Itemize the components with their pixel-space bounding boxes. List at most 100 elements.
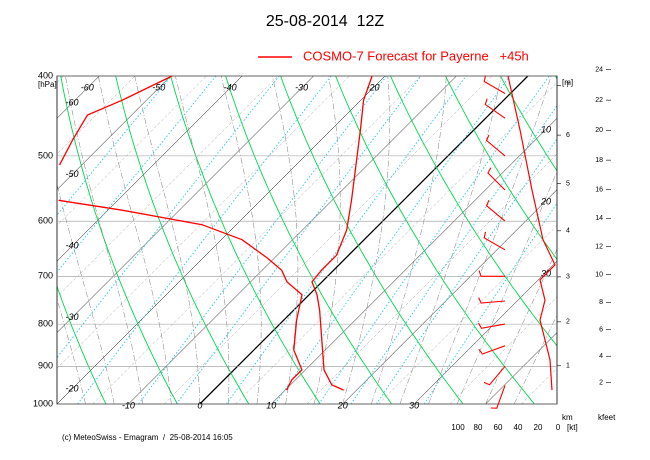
moist-adiabat xyxy=(371,76,447,404)
wind-barb xyxy=(483,365,506,386)
wind-barb xyxy=(478,322,506,329)
km-tick-label: 1 xyxy=(566,363,570,370)
isotherm xyxy=(57,76,314,333)
wind-tick-label: 20 xyxy=(534,423,543,432)
isotherm-label: -40 xyxy=(65,241,78,251)
isotherm xyxy=(199,76,529,404)
y-tick-label: 800 xyxy=(38,318,53,328)
km-unit: [m] xyxy=(562,78,573,87)
wind-barb xyxy=(485,199,506,222)
isotherm xyxy=(235,82,557,404)
background-lines xyxy=(57,76,557,404)
wind-unit: [kt] xyxy=(567,423,578,432)
y-unit: [hPa] xyxy=(38,80,57,89)
moist-adiabat xyxy=(313,76,341,404)
km-tick-label: 7 xyxy=(566,82,570,89)
mixing-ratio-line xyxy=(318,76,550,404)
isotherm xyxy=(57,76,136,155)
x-tick-label: 20 xyxy=(337,400,348,410)
isotherm-label: -30 xyxy=(65,312,78,322)
profile-line xyxy=(311,75,373,391)
y-tick-label: 500 xyxy=(38,150,53,160)
chart-title: 25-08-2014 12Z xyxy=(266,13,385,30)
kft-tick-label: 8 xyxy=(599,299,603,306)
x-tick-label: 10 xyxy=(266,400,276,410)
wind-barb xyxy=(484,98,506,119)
isotherm xyxy=(342,189,557,404)
y-tick-label: 1000 xyxy=(33,398,53,408)
km-tick-label: 6 xyxy=(566,132,570,139)
isotherm-label: -40 xyxy=(224,82,237,92)
wind-tick-label: 0 xyxy=(556,423,561,432)
dry-adiabat xyxy=(60,76,178,404)
wind-barb xyxy=(478,297,506,304)
dry-adiabat xyxy=(445,76,557,261)
isotherm xyxy=(164,76,493,404)
dry-adiabat xyxy=(280,76,464,404)
dry-adiabat xyxy=(499,76,557,172)
kft-tick-label: 14 xyxy=(595,215,603,222)
isotherm xyxy=(449,296,557,404)
moist-adiabat xyxy=(134,76,201,404)
x-tick-label: 30 xyxy=(409,400,419,410)
isotherm xyxy=(57,76,350,369)
isotherm xyxy=(378,225,557,404)
wind-barb xyxy=(485,134,506,157)
wind-barb xyxy=(487,167,506,191)
isotherm xyxy=(57,76,171,191)
mixing-ratio-line xyxy=(376,138,557,404)
mixing-ratio-line xyxy=(57,76,280,359)
dry-adiabat xyxy=(390,76,557,347)
kft-tick-label: 6 xyxy=(599,326,603,333)
isotherm-label: -30 xyxy=(295,82,308,92)
isotherm xyxy=(92,76,421,404)
wind-barb xyxy=(490,385,506,409)
kft-label: kfeet xyxy=(598,413,616,422)
wind-barb xyxy=(483,231,506,251)
dry-adiabat xyxy=(115,76,250,404)
isotherm-label: -60 xyxy=(65,98,78,108)
kft-tick-label: 4 xyxy=(599,353,603,360)
wind-tick-label: 100 xyxy=(451,423,465,432)
legend-label: COSMO-7 Forecast for Payerne +45h xyxy=(303,48,529,63)
isotherm-label: -50 xyxy=(65,169,78,179)
moist-adiabat xyxy=(399,76,502,404)
kft-tick-label: 18 xyxy=(595,157,603,164)
footer: (c) MeteoSwiss - Emagram / 25-08-2014 16… xyxy=(62,433,233,442)
wind-speed-line xyxy=(507,75,556,391)
moist-adiabat xyxy=(220,76,262,404)
km-label: km xyxy=(562,413,573,422)
wind-barb xyxy=(483,75,506,94)
isotherm-label: -20 xyxy=(65,383,78,393)
dry-adiabat xyxy=(57,285,107,404)
km-tick-label: 2 xyxy=(566,319,570,326)
y-tick-label: 700 xyxy=(38,271,53,281)
moist-adiabat xyxy=(98,76,172,404)
moist-adiabat xyxy=(456,170,557,404)
kft-tick-label: 24 xyxy=(595,66,603,73)
moist-adiabat xyxy=(65,76,143,404)
dry-adiabat xyxy=(335,76,535,404)
dry-adiabat xyxy=(225,76,392,404)
isotherm xyxy=(57,76,207,226)
isotherm xyxy=(57,76,278,298)
x-tick-label: -10 xyxy=(122,400,135,410)
km-tick-label: 3 xyxy=(566,274,570,281)
wind-tick-label: 60 xyxy=(494,423,503,432)
kft-tick-label: 10 xyxy=(595,272,603,279)
wind-barb xyxy=(478,345,506,355)
moist-adiabat xyxy=(175,76,230,404)
moist-adiabat xyxy=(272,76,299,404)
moist-adiabat xyxy=(342,76,390,404)
wind-tick-label: 80 xyxy=(474,423,483,432)
kft-tick-label: 2 xyxy=(599,380,603,387)
isotherm-label: -50 xyxy=(152,82,165,92)
moist-adiabat xyxy=(57,183,115,404)
y-tick-label: 900 xyxy=(38,361,53,371)
kft-tick-label: 20 xyxy=(595,127,603,134)
wind-barb xyxy=(478,270,505,277)
isotherm xyxy=(57,76,386,404)
profile-line xyxy=(58,75,303,391)
mixing-ratio-line xyxy=(274,76,511,404)
